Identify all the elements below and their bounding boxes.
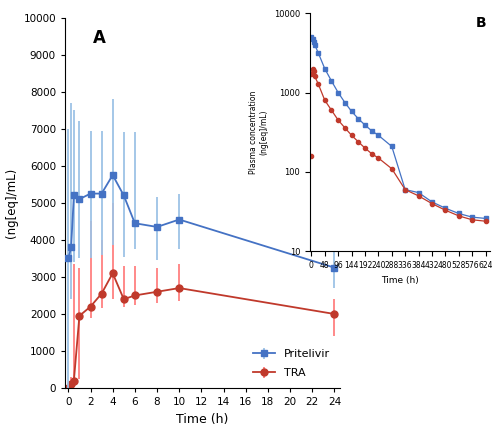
Y-axis label: Plasma concentration
(ng[eq]/mL): Plasma concentration (ng[eq]/mL) [0,139,18,267]
X-axis label: Time (h): Time (h) [381,276,419,284]
Y-axis label: Plasma concentration
(ng[eq]/mL): Plasma concentration (ng[eq]/mL) [249,90,268,174]
Text: B: B [476,15,486,30]
Legend: Pritelivir, TRA: Pritelivir, TRA [248,345,334,382]
X-axis label: Time (h): Time (h) [176,413,229,426]
Text: A: A [92,29,106,47]
